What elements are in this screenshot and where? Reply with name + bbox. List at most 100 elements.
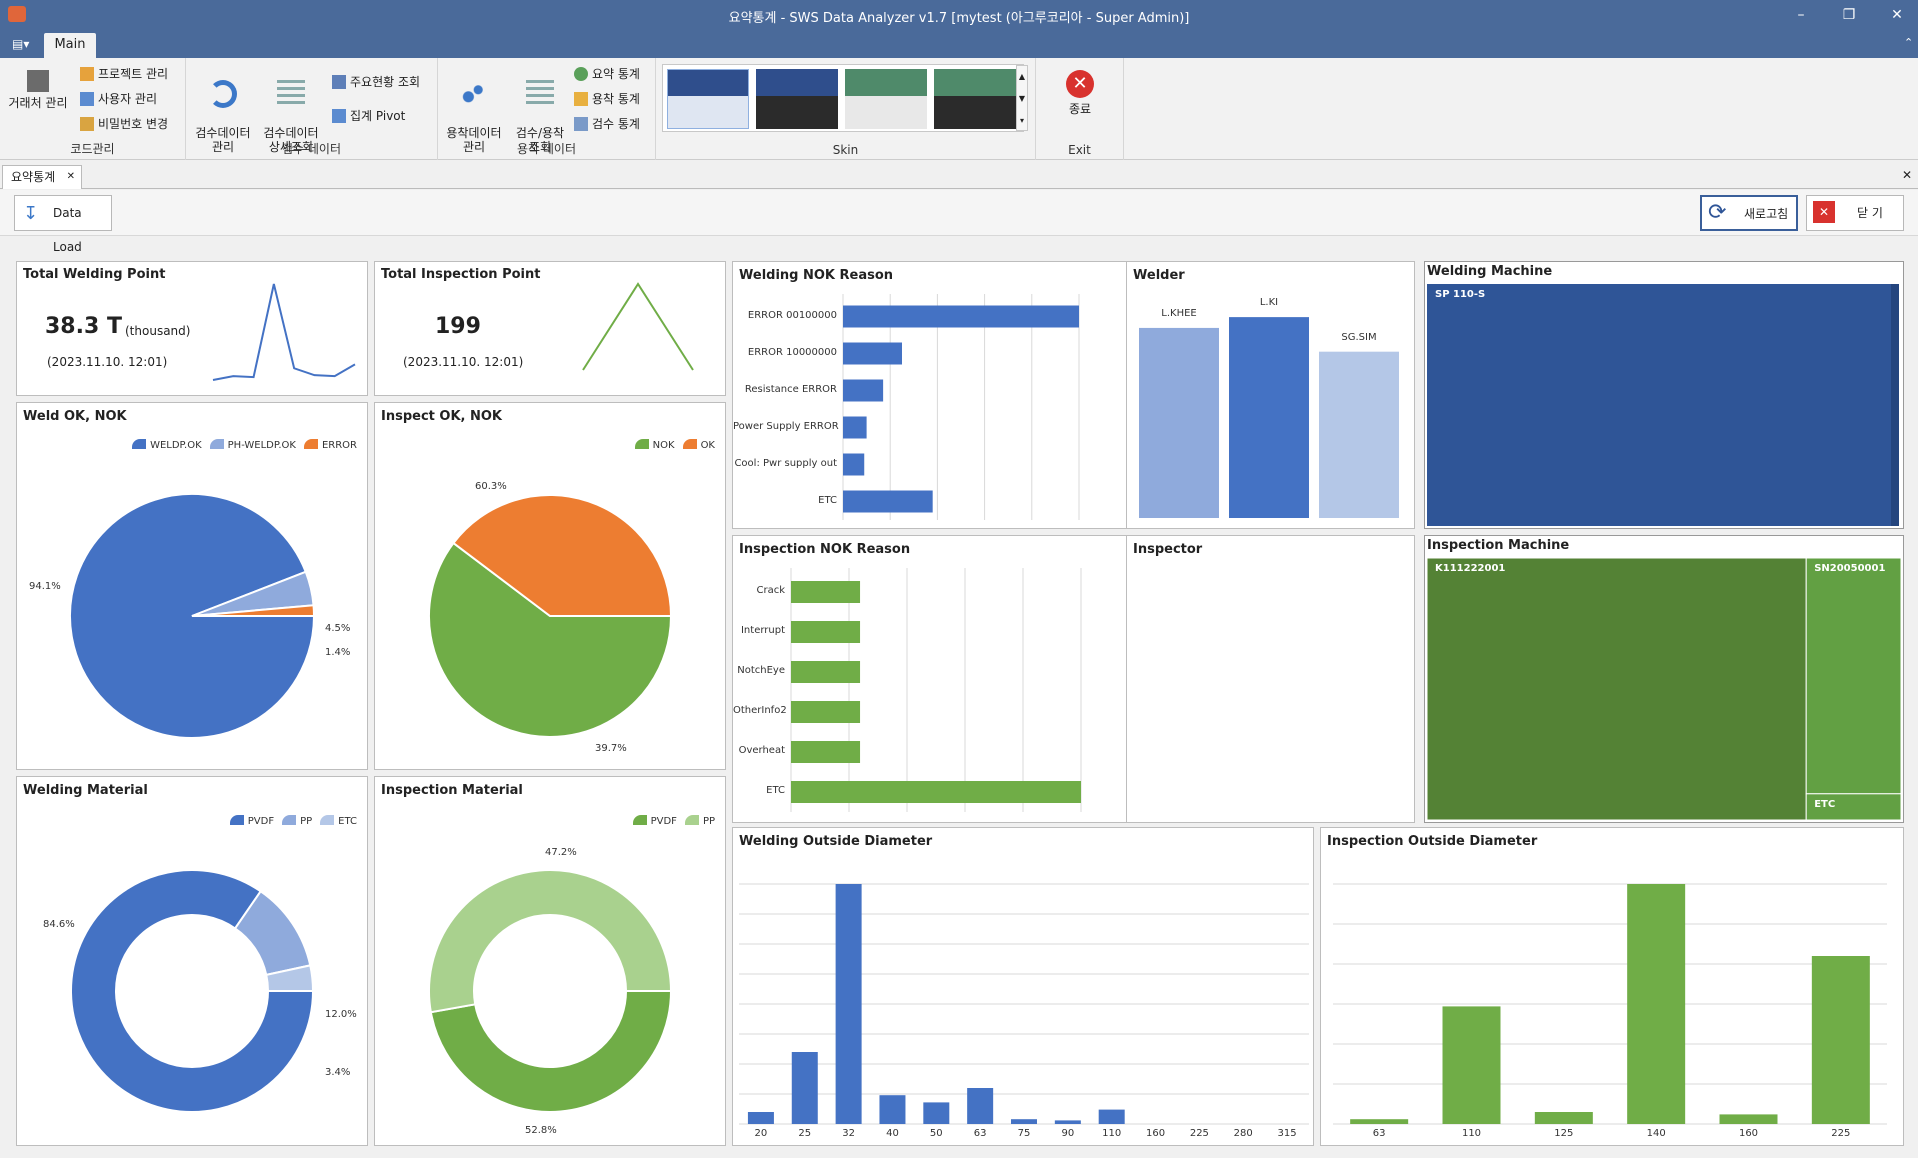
pivot-button[interactable]: 집계 Pivot bbox=[332, 108, 405, 124]
group-exit-label: Exit bbox=[1068, 143, 1091, 157]
bar-od-50[interactable] bbox=[923, 1102, 950, 1124]
treemap-tile[interactable] bbox=[1805, 557, 1902, 795]
bar-sg-sim[interactable] bbox=[1319, 351, 1399, 518]
bar-notcheye[interactable] bbox=[791, 661, 861, 683]
inspection-material-panel: Inspection Material PVDF PP 47.2% 52.8% bbox=[374, 776, 726, 1146]
bar-od-90[interactable] bbox=[1054, 1120, 1081, 1124]
welding-data-manage-button[interactable]: 용착데이터 관리 bbox=[442, 66, 506, 154]
bar-overheat[interactable] bbox=[791, 741, 861, 763]
bar-cool-pwr-supply-out[interactable] bbox=[843, 453, 865, 476]
treemap-tile[interactable] bbox=[1426, 557, 1807, 821]
refresh-button[interactable]: ⟳ 새로고침 bbox=[1700, 195, 1798, 231]
bar-error-10000000[interactable] bbox=[843, 342, 902, 365]
pie-slice-pp[interactable] bbox=[428, 869, 673, 1014]
skin-option-green[interactable] bbox=[845, 69, 927, 129]
bar-od-63[interactable] bbox=[1350, 1119, 1409, 1124]
bar-od-110[interactable] bbox=[1098, 1109, 1125, 1124]
inspection-data-manage-label: 검수데이터 관리 bbox=[195, 126, 251, 154]
bar-od-25[interactable] bbox=[791, 1052, 818, 1124]
skin-option-dark-blue[interactable] bbox=[756, 69, 838, 129]
kpi-welding-date: (2023.11.10. 12:01) bbox=[47, 355, 168, 369]
skin-gallery-scroll[interactable]: ▲ ▼ ▾ bbox=[1016, 65, 1028, 131]
skin-option-dark-green[interactable] bbox=[934, 69, 1016, 129]
bar-od-110[interactable] bbox=[1442, 1006, 1501, 1124]
client-manage-button[interactable]: 거래처 관리 bbox=[6, 68, 70, 110]
pie-slice-etc[interactable] bbox=[265, 964, 315, 992]
welding-stats-button[interactable]: 용착 통계 bbox=[574, 91, 640, 107]
treemap-tile[interactable] bbox=[1805, 793, 1902, 821]
bar-l-khee[interactable] bbox=[1139, 327, 1219, 518]
tab-main[interactable]: Main bbox=[44, 33, 96, 58]
pie-slice-nok[interactable] bbox=[428, 541, 673, 738]
data-label: 1.4% bbox=[325, 647, 351, 658]
chart-svg bbox=[428, 494, 673, 738]
summary-stats-label: 요약 통계 bbox=[592, 67, 640, 81]
bar-od-225[interactable] bbox=[1811, 956, 1870, 1124]
exit-button[interactable]: ✕ 종료 bbox=[1050, 70, 1110, 116]
bar-od-75[interactable] bbox=[1011, 1119, 1037, 1124]
change-password-button[interactable]: 비밀번호 변경 bbox=[80, 116, 168, 132]
bar-od-40[interactable] bbox=[879, 1095, 906, 1124]
bar-power-supply-error[interactable] bbox=[843, 416, 867, 439]
bar-error-00100000[interactable] bbox=[843, 305, 1079, 328]
inspection-welding-query-button[interactable]: 검수/용착 조회 bbox=[508, 66, 572, 154]
data-label: 94.1% bbox=[29, 581, 61, 592]
bar-l-ki[interactable] bbox=[1229, 317, 1309, 518]
main-status-button[interactable]: 주요현황 조회 bbox=[332, 74, 420, 90]
category-label: Power Supply ERROR bbox=[733, 420, 839, 432]
inspection-data-manage-button[interactable]: 검수데이터 관리 bbox=[192, 66, 254, 154]
doc-tab-close-icon[interactable]: ✕ bbox=[66, 171, 75, 182]
data-label: 84.6% bbox=[43, 919, 75, 930]
bar-od-63[interactable] bbox=[967, 1088, 994, 1124]
inspection-stats-button[interactable]: 검수 통계 bbox=[574, 116, 640, 132]
inspection-nok-reason-title: Inspection NOK Reason bbox=[739, 542, 911, 557]
pie-slice-ok[interactable] bbox=[452, 494, 673, 617]
bar-interrupt[interactable] bbox=[791, 621, 861, 643]
bar-od-125[interactable] bbox=[1534, 1112, 1593, 1124]
bar-otherinfo2[interactable] bbox=[791, 701, 861, 723]
bar-od-140[interactable] bbox=[1627, 884, 1686, 1124]
pie-slice-error[interactable] bbox=[191, 604, 316, 617]
collapse-ribbon-icon[interactable]: ⌃ bbox=[1904, 36, 1914, 49]
treemap-tile[interactable] bbox=[1427, 284, 1891, 526]
change-password-label: 비밀번호 변경 bbox=[98, 117, 169, 131]
refresh-label: 새로고침 bbox=[1744, 207, 1789, 221]
user-manage-button[interactable]: 사용자 관리 bbox=[80, 91, 157, 107]
summary-stats-button[interactable]: 요약 통계 bbox=[574, 66, 640, 82]
chart-legend: NOK OK bbox=[627, 439, 715, 451]
skin-option-blue[interactable] bbox=[667, 69, 749, 129]
stats-icon bbox=[574, 117, 588, 131]
legend-label: PP bbox=[702, 816, 715, 827]
inspect-ok-nok-panel: Inspect OK, NOK NOK OK 60.3% 39.7% bbox=[374, 402, 726, 770]
app-menu-icon[interactable]: ▤▾ bbox=[12, 37, 30, 51]
close-all-tabs-icon[interactable]: ✕ bbox=[1902, 168, 1913, 182]
kpi-inspection-title: Total Inspection Point bbox=[381, 267, 541, 282]
bar-od-32[interactable] bbox=[835, 884, 862, 1124]
bar-etc[interactable] bbox=[843, 490, 933, 513]
pie-slice-pvdf[interactable] bbox=[429, 990, 673, 1113]
bar-od-20[interactable] bbox=[747, 1112, 774, 1124]
doc-tab-summary[interactable]: 요약통계 ✕ bbox=[2, 165, 82, 189]
chart-svg bbox=[842, 294, 1080, 520]
bar-crack[interactable] bbox=[791, 581, 861, 603]
close-window-button[interactable]: ✕ bbox=[1891, 7, 1903, 23]
minimize-button[interactable]: – bbox=[1797, 7, 1805, 23]
welding-od-title: Welding Outside Diameter bbox=[739, 834, 933, 849]
bar-od-160[interactable] bbox=[1719, 1114, 1778, 1124]
inspection-detail-button[interactable]: 검수데이터 상세조회 bbox=[258, 66, 324, 154]
close-button[interactable]: ✕ 닫 기 bbox=[1806, 195, 1904, 231]
restore-button[interactable]: ❐ bbox=[1842, 7, 1856, 23]
category-label: ETC bbox=[818, 494, 837, 506]
project-manage-button[interactable]: 프로젝트 관리 bbox=[80, 66, 168, 82]
close-label: 닫 기 bbox=[1857, 206, 1883, 220]
bar-resistance-error[interactable] bbox=[843, 379, 884, 402]
category-label: 110 bbox=[1102, 1128, 1122, 1139]
welding-machine-panel: Welding Machine SP 110-S bbox=[1424, 261, 1904, 529]
data-load-button[interactable]: ↧ Data Load bbox=[14, 195, 112, 254]
legend-label: ETC bbox=[338, 816, 357, 827]
legend-swatch bbox=[229, 815, 244, 825]
bar-etc[interactable] bbox=[791, 781, 1081, 803]
inspection-machine-title: Inspection Machine bbox=[1427, 538, 1570, 553]
category-label: 63 bbox=[973, 1128, 987, 1139]
pie-slice-pvdf[interactable] bbox=[70, 869, 315, 1113]
